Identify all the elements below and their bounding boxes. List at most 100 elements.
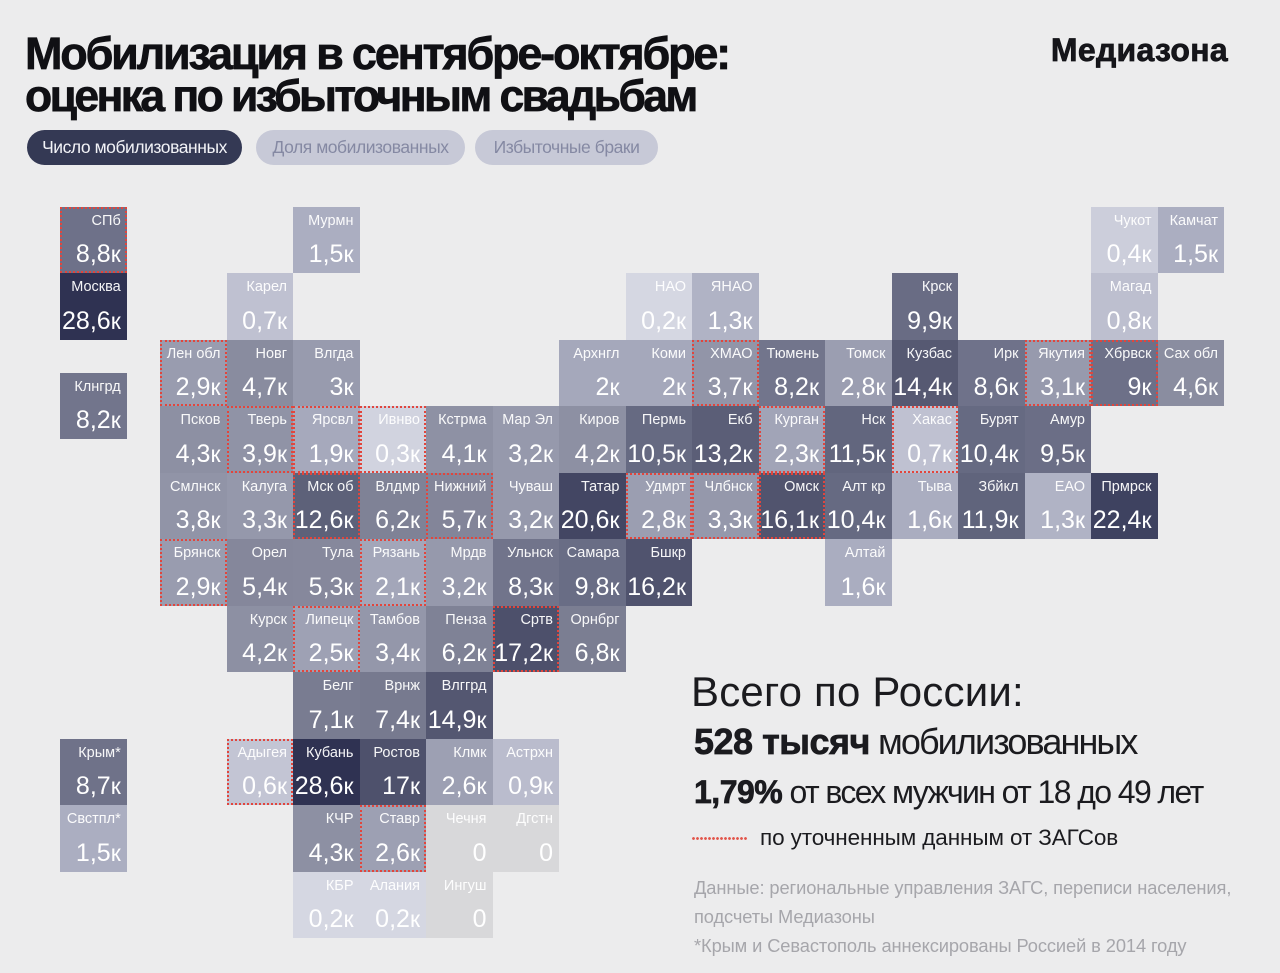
region-tile[interactable]: Сртв 17,2к <box>492 605 559 672</box>
region-value-suffix: к <box>875 374 886 400</box>
region-tile[interactable]: Ставр 2,6к <box>359 805 426 872</box>
region-tile[interactable]: Влдмр 6,2к <box>359 472 426 539</box>
region-tile[interactable]: Лен обл 2,9к <box>160 339 227 406</box>
region-tile[interactable]: Якутия 3,1к <box>1024 339 1091 406</box>
region-name: Чукот <box>1113 212 1152 229</box>
region-tile[interactable]: Ивнво 0,3к <box>359 406 426 473</box>
region-tile[interactable]: Москва 28,6к <box>60 273 127 340</box>
region-tile[interactable]: Брянск 2,9к <box>160 539 227 606</box>
region-tile[interactable]: Чечня 0 <box>426 805 493 872</box>
region-tile[interactable]: Крск 9,9к <box>891 273 958 340</box>
region-tile[interactable]: НАО 0,2к <box>625 273 692 340</box>
region-tile[interactable]: Пенза 6,2к <box>426 605 493 672</box>
region-tile[interactable]: Кстрма 4,1к <box>426 406 493 473</box>
region-tile[interactable]: Смлнск 3,8к <box>160 472 227 539</box>
region-tile[interactable]: Магад 0,8к <box>1091 273 1158 340</box>
region-value-suffix: к <box>409 706 420 733</box>
region-tile[interactable]: Збйкл 11,9к <box>958 472 1025 539</box>
region-tile[interactable]: Бшкр 16,2к <box>625 539 692 606</box>
tab-inactive[interactable]: Избыточные браки <box>475 130 658 165</box>
region-tile[interactable]: Амур 9,5к <box>1024 406 1091 473</box>
region-tile[interactable]: ХМАО 3,7к <box>692 339 759 406</box>
region-tile[interactable]: Хбрвск 9к <box>1091 339 1158 406</box>
region-tile[interactable]: Свстпл* 1,5к <box>60 805 127 872</box>
region-tile[interactable]: Алания 0,2к <box>359 871 426 938</box>
region-value: 6,8к <box>574 639 620 667</box>
region-tile[interactable]: Удмрт 2,8к <box>625 472 692 539</box>
region-tile[interactable]: Мурмн 1,5к <box>293 206 360 273</box>
region-value: 0,7к <box>242 306 287 335</box>
region-tile[interactable]: ЕАО 1,3к <box>1024 472 1091 539</box>
region-tile[interactable]: Бурят 10,4к <box>958 406 1025 473</box>
region-tile[interactable]: Ярсвл 1,9к <box>293 406 360 473</box>
region-tile[interactable]: Тюмень 8,2к <box>758 339 825 406</box>
region-tile[interactable]: КЧР 4,3к <box>293 805 360 872</box>
region-tile[interactable]: Омск 16,1к <box>758 472 825 539</box>
region-tile[interactable]: Ульнск 8,3к <box>492 539 559 606</box>
region-tile[interactable]: Псков 4,3к <box>160 406 227 473</box>
region-tile[interactable]: ЯНАО 1,3к <box>692 273 759 340</box>
region-tile[interactable]: Курган 2,3к <box>758 406 825 473</box>
region-tile[interactable]: Влггрд 14,9к <box>426 672 493 739</box>
region-tile[interactable]: Влгда 3к <box>293 339 360 406</box>
region-tile[interactable]: Чукот 0,4к <box>1091 206 1158 273</box>
region-tile[interactable]: Сах обл 4,6к <box>1157 339 1224 406</box>
region-tile[interactable]: Пермь 10,5к <box>625 406 692 473</box>
region-tile[interactable]: Орнбрг 6,8к <box>559 605 626 672</box>
region-tile[interactable]: Мрдв 3,2к <box>426 539 493 606</box>
region-tile[interactable]: Нск 11,5к <box>825 406 892 473</box>
region-tile[interactable]: Крым* 8,7к <box>60 738 127 805</box>
region-value: 8,7к <box>75 772 121 800</box>
region-name: Амур <box>1050 412 1085 428</box>
region-tile[interactable]: Нижний 5,7к <box>426 472 493 539</box>
region-tile[interactable]: Тамбов 3,4к <box>359 605 426 672</box>
region-tile[interactable]: Чуваш 3,2к <box>492 472 559 539</box>
tab-inactive[interactable]: Доля мобилизованных <box>256 130 465 165</box>
region-name: Нск <box>861 412 886 428</box>
region-tile[interactable]: Томск 2,8к <box>825 339 892 406</box>
region-tile[interactable]: Мск об 12,6к <box>293 472 360 539</box>
region-value: 7,1к <box>308 705 354 734</box>
region-tile[interactable]: Клмк 2,6к <box>426 738 493 805</box>
region-tile[interactable]: КБР 0,2к <box>293 871 360 938</box>
region-tile[interactable]: Клнгрд 8,2к <box>60 372 127 440</box>
region-tile[interactable]: Киров 4,2к <box>559 406 626 473</box>
region-tile[interactable]: Новг 4,7к <box>226 339 293 406</box>
region-tile[interactable]: Ингуш 0 <box>426 871 493 938</box>
region-tile[interactable]: Тыва 1,6к <box>891 472 958 539</box>
region-tile[interactable]: Коми 2к <box>625 339 692 406</box>
region-tile[interactable]: Орел 5,4к <box>226 539 293 606</box>
region-tile[interactable]: Екб 13,2к <box>692 406 759 473</box>
region-value: 4,1к <box>441 439 487 468</box>
region-tile[interactable]: Татар 20,6к <box>559 472 626 539</box>
region-tile[interactable]: Камчат 1,5к <box>1157 206 1224 273</box>
region-tile[interactable]: Белг 7,1к <box>293 672 360 739</box>
region-tile[interactable]: Хакас 0,7к <box>891 406 958 473</box>
region-value: 9,5к <box>1040 439 1085 468</box>
region-tile[interactable]: Мар Эл 3,2к <box>492 406 559 473</box>
region-tile[interactable]: Ирк 8,6к <box>958 339 1025 406</box>
region-tile[interactable]: Тула 5,3к <box>293 539 360 606</box>
region-tile[interactable]: Алт кр 10,4к <box>825 472 892 539</box>
tab-active[interactable]: Число мобилизованных <box>27 130 242 165</box>
region-tile[interactable]: Астрхн 0,9к <box>492 738 559 805</box>
region-tile[interactable]: Адыгея 0,6к <box>226 738 293 805</box>
region-tile[interactable]: Прмрск 22,4к <box>1091 472 1158 539</box>
region-tile[interactable]: Алтай 1,6к <box>825 539 892 606</box>
region-tile[interactable]: Тверь 3,9к <box>226 406 293 473</box>
region-tile[interactable]: СПб 8,8к <box>60 206 127 273</box>
region-tile[interactable]: Врнж 7,4к <box>359 672 426 739</box>
region-tile[interactable]: Карел 0,7к <box>226 273 293 340</box>
region-value-suffix: к <box>1074 440 1085 467</box>
region-tile[interactable]: Архнгл 2к <box>559 339 626 406</box>
region-tile[interactable]: Ростов 17к <box>359 738 426 805</box>
region-tile[interactable]: Курск 4,2к <box>226 605 293 672</box>
region-tile[interactable]: Кузбас 14,4к <box>891 339 958 406</box>
region-tile[interactable]: Самара 9,8к <box>559 539 626 606</box>
region-tile[interactable]: Рязань 2,1к <box>359 539 426 606</box>
region-tile[interactable]: Дгстн 0 <box>492 805 559 872</box>
region-tile[interactable]: Калуга 3,3к <box>226 472 293 539</box>
region-tile[interactable]: Кубань 28,6к <box>293 738 360 805</box>
region-tile[interactable]: Члбнск 3,3к <box>692 472 759 539</box>
region-tile[interactable]: Липецк 2,5к <box>293 605 360 672</box>
